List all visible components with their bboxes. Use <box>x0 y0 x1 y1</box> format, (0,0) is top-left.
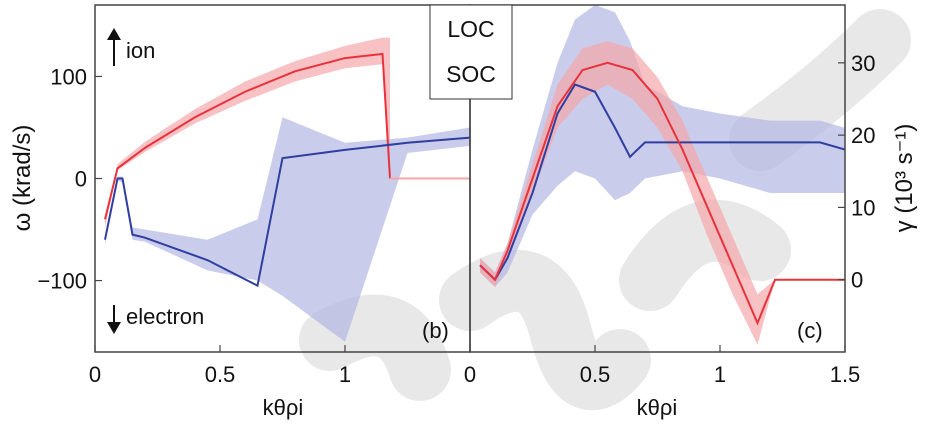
b-loc-band <box>105 117 470 342</box>
b-y-axis-label: ω (krad/s) <box>9 125 36 232</box>
b-soc-line <box>104 52 391 220</box>
b-x-axis-label: kθρi <box>263 395 304 420</box>
legend-box <box>429 4 513 100</box>
c-x-tick-label: 1 <box>714 362 726 387</box>
c-y-tick-label: 20 <box>851 123 875 148</box>
up-arrowhead-icon <box>107 28 121 40</box>
c-x-tick-label: 0 <box>464 362 476 387</box>
b-y-ticks: −100 0 100 <box>37 64 102 294</box>
b-panel-label: (b) <box>422 318 449 343</box>
ion-label: ion <box>126 38 155 63</box>
b-x-ticks: 0 0.5 1 <box>89 345 351 387</box>
c-y-tick-label: 0 <box>851 268 863 293</box>
c-y-axis-label: γ (10³ s⁻¹) <box>891 124 918 233</box>
legend-item-soc: SOC <box>446 61 496 87</box>
ion-annotation: ion <box>107 28 155 66</box>
c-soc-line <box>479 61 845 326</box>
electron-label: electron <box>126 304 204 329</box>
c-x-tick-label: 1.5 <box>830 362 861 387</box>
c-lines <box>479 61 846 326</box>
legend-item-loc: LOC <box>447 16 494 42</box>
c-y-tick-label: 30 <box>851 51 875 76</box>
c-y-tick-label: 10 <box>851 195 875 220</box>
panel-c: 0 10 20 30 0 0.5 1 1.5 γ (10³ s⁻¹) kθρi (c) <box>464 4 918 420</box>
c-x-tick-label: 0.5 <box>580 362 611 387</box>
b-loc-line <box>104 136 471 288</box>
b-lines <box>104 52 471 288</box>
b-x-tick-label: 1 <box>339 362 351 387</box>
b-x-tick-label: 0.5 <box>205 362 236 387</box>
b-y-tick-label: 100 <box>50 64 87 89</box>
c-frame <box>469 4 846 353</box>
c-y-ticks: 0 10 20 30 <box>838 51 875 293</box>
b-bands <box>105 37 470 342</box>
c-loc-line <box>479 83 846 282</box>
c-bands <box>480 5 845 345</box>
electron-annotation: electron <box>107 304 204 334</box>
c-x-ticks: 0 0.5 1 1.5 <box>464 345 860 387</box>
down-arrowhead-icon <box>107 322 121 334</box>
b-y-tick-label: 0 <box>75 167 87 192</box>
b-x-tick-label: 0 <box>89 362 101 387</box>
legend: LOC SOC <box>429 4 513 100</box>
c-x-axis-label: kθρi <box>637 395 678 420</box>
c-panel-label: (c) <box>797 318 823 343</box>
b-y-tick-label: −100 <box>37 269 87 294</box>
c-soc-band <box>480 41 845 345</box>
